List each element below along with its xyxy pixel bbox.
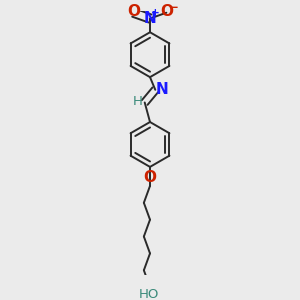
Text: +: + [151,8,160,18]
Text: H: H [133,95,143,108]
Text: N: N [155,82,168,97]
Text: HO: HO [139,288,159,300]
Text: O: O [127,4,140,19]
Text: O: O [161,4,174,19]
Text: N: N [144,11,156,26]
Text: O: O [143,170,157,185]
Text: −: − [168,1,178,14]
